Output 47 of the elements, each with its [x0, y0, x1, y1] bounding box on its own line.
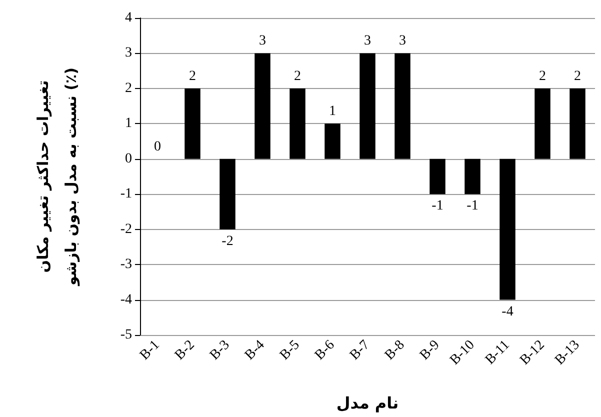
bar: [290, 88, 306, 159]
x-tick-label: B-6: [312, 338, 338, 364]
x-tick-label: B-7: [347, 338, 373, 364]
bar: [430, 158, 446, 194]
y-tick-label: 4: [125, 10, 132, 26]
data-label: 2: [294, 68, 301, 84]
data-label: -1: [432, 198, 444, 214]
y-tick-label: -4: [120, 292, 132, 308]
data-label: 3: [259, 34, 266, 49]
bar: [254, 53, 270, 159]
data-label: 2: [189, 68, 196, 84]
x-tick-label: B-11: [482, 338, 513, 368]
y-tick-label: -3: [120, 257, 132, 272]
x-tick-label: B-8: [382, 338, 408, 364]
data-label: 3: [399, 34, 406, 49]
x-tick-label: B-9: [417, 338, 443, 364]
data-label: -2: [222, 234, 234, 249]
data-label: -1: [466, 198, 478, 214]
bar: [394, 53, 410, 159]
x-axis-title: نام مدل: [336, 394, 399, 412]
y-tick-label: 0: [125, 151, 132, 166]
y-tick-label: -2: [120, 222, 132, 237]
x-tick-label: B-5: [277, 338, 303, 364]
x-tick-label: B-3: [207, 338, 233, 364]
data-label: 0: [154, 139, 161, 154]
data-label: -4: [502, 304, 514, 320]
x-tick-label: B-2: [172, 338, 198, 364]
x-tick-label: B-1: [137, 338, 163, 364]
bar: [570, 88, 586, 159]
x-tick-label: B-4: [242, 338, 268, 364]
bar: [220, 158, 236, 230]
data-label: 2: [539, 68, 546, 84]
bar: [184, 88, 200, 159]
data-label: 3: [364, 34, 371, 49]
y-tick-label: 1: [125, 116, 132, 132]
bar: [324, 124, 340, 159]
y-tick-label: 3: [125, 46, 132, 61]
bar: [534, 88, 550, 159]
bar: [500, 158, 516, 300]
y-tick-label: -5: [120, 328, 132, 342]
data-label: 2: [574, 68, 581, 84]
y-axis-title: تغییرات حداکثر تغییر مکان نسبت به مدل بدون بازشو (٪): [34, 67, 80, 287]
y-tick-label: -1: [120, 186, 132, 202]
data-label: 1: [329, 104, 336, 120]
y-tick-label: 2: [125, 80, 132, 96]
bar: [464, 158, 480, 194]
bar: [360, 53, 376, 159]
